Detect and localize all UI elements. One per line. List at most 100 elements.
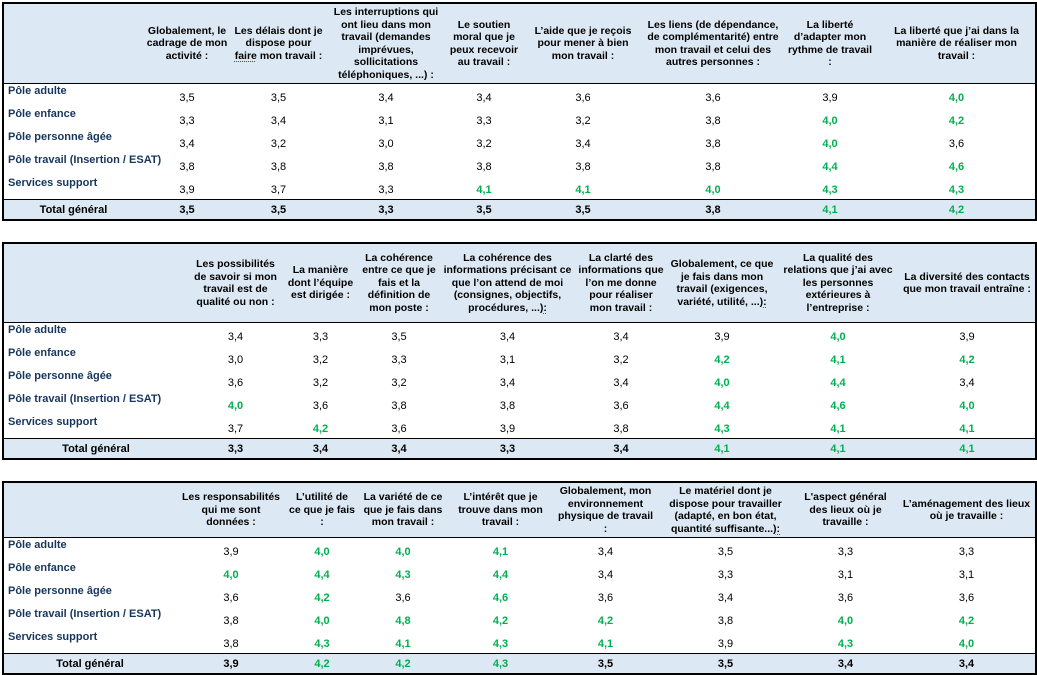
spellcheck-mark: faire (234, 49, 257, 62)
row-label: Pôle travail (Insertion / ESAT) (8, 393, 162, 405)
score-cell: 3,5 (391, 331, 407, 343)
score-cell: 4,8 (395, 615, 411, 627)
score-cell: 3,6 (391, 423, 407, 435)
score-cell: 3,3 (717, 569, 734, 581)
total-score-cell: 3,5 (658, 653, 793, 674)
row-label: Pôle personne âgée (8, 585, 112, 597)
score-cell: 3,8 (717, 615, 734, 627)
data-row: Pôle enfance 4,0 4,4 4,3 4,4 3,4 3,3 3,1 3,1 (3, 561, 1036, 584)
table-interet-et-environnement: Les responsabilités qui me sont données … (2, 481, 1037, 675)
total-score-cell: 3,5 (446, 199, 522, 220)
data-row: Pôle adulte 3,9 4,0 4,0 4,1 3,4 3,5 3,3 3,3 (3, 538, 1036, 562)
score-cell: 3,2 (476, 138, 492, 150)
score-cell: 4,3 (822, 184, 838, 196)
spellcheck-mark: ): (773, 522, 781, 535)
question-header: L’intérêt que je trouve dans mon travail… (448, 482, 553, 538)
score-cell: 3,5 (717, 546, 734, 558)
score-cell: 3,5 (270, 92, 287, 104)
question-header: La clarté des informations que l’on me d… (575, 243, 667, 323)
score-cell: 3,6 (597, 592, 614, 604)
total-score-cell: 3,3 (440, 438, 575, 459)
score-cell: 3,6 (575, 92, 591, 104)
score-cell: 3,4 (717, 592, 734, 604)
score-cell: 4,2 (959, 354, 975, 366)
score-cell: 4,3 (714, 423, 730, 435)
score-cell: 4,1 (959, 423, 975, 435)
question-header: L’utilité de ce que je fais : (286, 482, 358, 538)
row-label: Pôle enfance (8, 108, 76, 120)
score-cell: 4,6 (830, 400, 846, 412)
total-row: Total général 3,3 3,4 3,4 3,3 3,4 4,1 4,1 4,1 (3, 438, 1036, 459)
question-header: La variété de ce que je fais dans mon tr… (358, 482, 448, 538)
score-cell: 4,1 (575, 184, 591, 196)
score-cell: 4,6 (948, 161, 965, 173)
score-cell: 3,9 (959, 331, 975, 343)
row-label: Pôle adulte (8, 539, 67, 551)
score-cell: 4,0 (948, 92, 965, 104)
score-cell: 4,3 (395, 569, 411, 581)
total-score-cell: 3,5 (231, 199, 326, 220)
question-header: La cohérence des informations précisant … (440, 243, 575, 323)
score-cell: 4,1 (476, 184, 492, 196)
score-cell: 3,3 (312, 331, 329, 343)
score-cell: 4,3 (948, 184, 965, 196)
score-cell: 3,6 (223, 592, 239, 604)
score-cell: 3,0 (227, 354, 244, 366)
score-cell: 4,6 (492, 592, 509, 604)
score-cell: 3,7 (270, 184, 287, 196)
score-cell: 3,8 (476, 161, 492, 173)
total-score-cell: 3,3 (326, 199, 446, 220)
score-cell: 4,3 (492, 638, 509, 650)
question-header: La liberté que j’ai dans la manière de r… (878, 3, 1036, 84)
total-score-cell: 3,8 (644, 199, 782, 220)
data-row: Pôle travail (Insertion / ESAT) 3,8 3,8 3,8… (3, 153, 1036, 176)
row-label: Pôle enfance (8, 562, 76, 574)
score-cell: 4,0 (822, 115, 838, 127)
score-cell: 3,3 (378, 184, 394, 196)
corner-cell (3, 243, 188, 323)
score-cell: 3,4 (597, 546, 614, 558)
score-cell: 4,3 (314, 638, 330, 650)
spellcheck-mark: ): (759, 295, 767, 308)
score-cell: 4,0 (958, 638, 975, 650)
row-label: Pôle enfance (8, 347, 76, 359)
total-score-cell: 3,4 (283, 438, 358, 459)
score-cell: 3,2 (613, 354, 629, 366)
question-header: Les liens (de dépendance, de complémenta… (644, 3, 782, 84)
question-header: L’aménagement des lieux où je travaille … (898, 482, 1036, 538)
total-score-cell: 4,1 (782, 199, 878, 220)
data-row: Services support 3,8 4,3 4,1 4,3 4,1 3,9 4,3 4,0 (3, 630, 1036, 654)
score-cell: 3,8 (223, 638, 239, 650)
score-cell: 3,6 (837, 592, 854, 604)
score-cell: 3,2 (312, 354, 329, 366)
question-header: L'aspect général des lieux où je travail… (793, 482, 898, 538)
score-cell: 3,4 (179, 138, 195, 150)
score-cell: 3,6 (395, 592, 411, 604)
total-score-cell: 3,5 (522, 199, 644, 220)
row-label: Services support (8, 631, 98, 643)
row-label: Services support (8, 177, 98, 189)
header-row: Les responsabilités qui me sont données … (3, 482, 1036, 538)
total-row: Total général 3,5 3,5 3,3 3,5 3,5 3,8 4,1 4,2 (3, 199, 1036, 220)
score-cell: 3,4 (270, 115, 287, 127)
score-cell: 4,0 (395, 546, 411, 558)
data-row: Services support 3,7 4,2 3,6 3,9 3,8 4,3 4,1 4,1 (3, 415, 1036, 439)
data-row: Pôle enfance 3,3 3,4 3,1 3,3 3,2 3,8 4,0 4,2 (3, 107, 1036, 130)
score-cell: 3,4 (597, 569, 614, 581)
score-cell: 4,0 (314, 615, 330, 627)
question-header: La liberté d’adapter mon rythme de trava… (782, 3, 878, 84)
score-cell: 3,9 (822, 92, 838, 104)
total-score-cell: 3,4 (575, 438, 667, 459)
score-cell: 4,4 (714, 400, 730, 412)
corner-cell (3, 482, 176, 538)
score-cell: 4,4 (492, 569, 509, 581)
question-header: Globalement, le cadrage de mon activité … (143, 3, 231, 84)
score-cell: 3,4 (613, 331, 629, 343)
score-cell: 4,0 (822, 138, 838, 150)
score-cell: 4,2 (958, 615, 975, 627)
score-cell: 3,4 (959, 377, 975, 389)
score-cell: 4,1 (830, 354, 846, 366)
score-cell: 4,4 (822, 161, 838, 173)
data-row: Pôle personne âgée 3,6 4,2 3,6 4,6 3,6 3,4 3,6 3… (3, 584, 1036, 607)
